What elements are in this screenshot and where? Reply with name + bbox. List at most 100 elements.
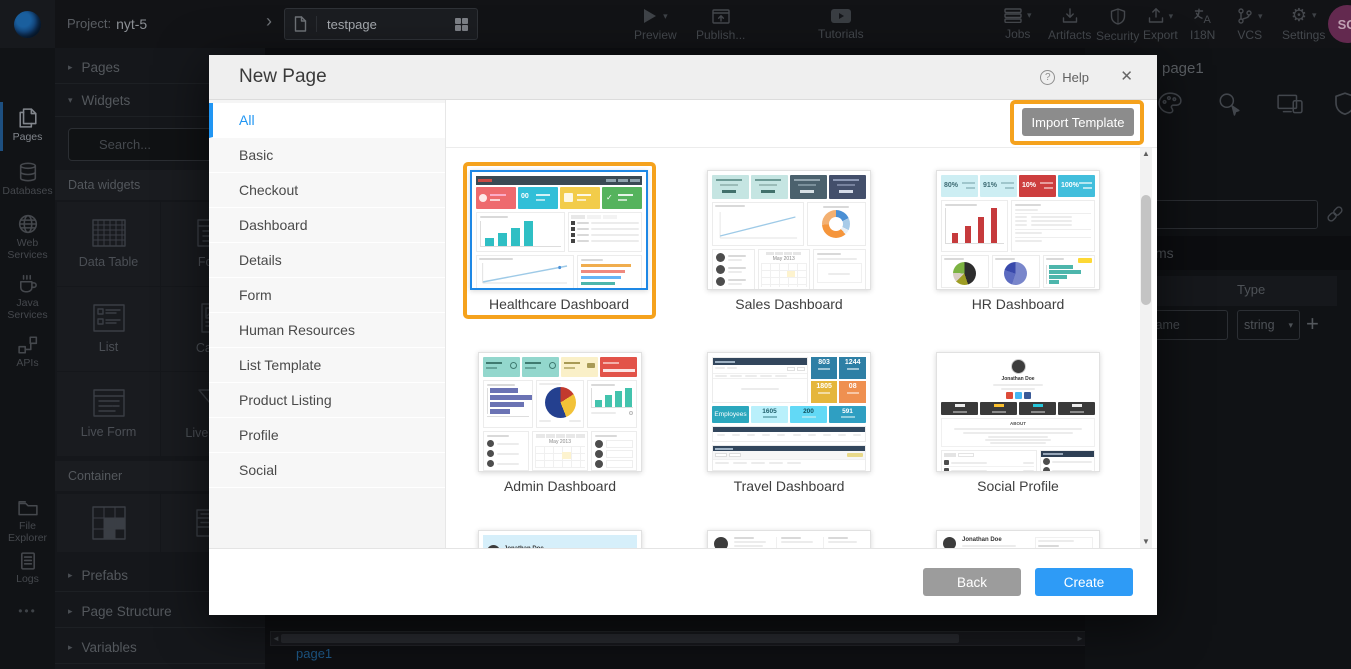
- settings-label: Settings: [1282, 28, 1326, 42]
- scroll-up-icon[interactable]: ▲: [1142, 149, 1150, 158]
- section-label: Page Structure: [81, 604, 172, 619]
- thumb-stat-bars: [941, 402, 1095, 415]
- tutorials-label: Tutorials: [818, 27, 864, 41]
- widget-tile-data-table[interactable]: Data Table: [57, 202, 160, 286]
- devices-icon[interactable]: [1277, 94, 1303, 114]
- jobs-button[interactable]: ▾ Jobs: [1004, 8, 1032, 41]
- i18n-button[interactable]: A I18N: [1190, 8, 1215, 42]
- rail-more-icon[interactable]: •••: [0, 604, 55, 618]
- category-dashboard[interactable]: Dashboard: [209, 208, 445, 243]
- collapsed-arrow-icon: ▸: [68, 606, 73, 616]
- jobs-chevron-icon: ▾: [1027, 10, 1032, 20]
- section-page-structure[interactable]: ▸ Page Structure: [55, 596, 265, 628]
- template-scroll-area: 00 ✓: [446, 148, 1157, 548]
- inspect-cursor-icon[interactable]: [1217, 92, 1241, 116]
- vcs-button[interactable]: ▾ VCS: [1237, 8, 1263, 42]
- left-icon-rail: Pages Databases Web Services Java Servic…: [0, 48, 55, 669]
- add-param-button[interactable]: +: [1306, 311, 1319, 336]
- category-all[interactable]: All: [209, 103, 445, 138]
- param-type-value: string: [1244, 318, 1275, 332]
- rail-item-web-services[interactable]: Web Services: [0, 214, 55, 261]
- category-profile[interactable]: Profile: [209, 418, 445, 453]
- thumb-stat-tiles: [712, 175, 866, 199]
- scroll-down-icon[interactable]: ▼: [1142, 537, 1150, 546]
- list-icon: [92, 304, 125, 332]
- top-bar: Project: nyt-5 › testpage ▾ Preview Publ…: [0, 0, 1351, 48]
- category-details[interactable]: Details: [209, 243, 445, 278]
- rail-item-java-services[interactable]: Java Services: [0, 274, 55, 321]
- section-pages[interactable]: ▸ Pages: [55, 52, 265, 84]
- category-checkout[interactable]: Checkout: [209, 173, 445, 208]
- category-basic[interactable]: Basic: [209, 138, 445, 173]
- close-icon[interactable]: ✕: [1120, 68, 1133, 85]
- thumb-bottom-row: May 2013: [712, 249, 866, 289]
- rail-label: Pages: [12, 131, 43, 143]
- rail-item-apis[interactable]: APIs: [0, 336, 55, 369]
- category-human-resources[interactable]: Human Resources: [209, 313, 445, 348]
- security-button[interactable]: Security: [1096, 8, 1139, 43]
- page-picker-icon[interactable]: [455, 17, 468, 31]
- template-card-social[interactable]: Jonathan Doe: [936, 352, 1100, 472]
- section-widgets[interactable]: ▾ Widgets: [55, 85, 265, 117]
- thumb-bottom-row: May 2013: [483, 431, 638, 471]
- template-card-travel[interactable]: 803 1244 1805 08 Employees 1605 200 591: [707, 352, 871, 472]
- thumb-stat-tiles: 80% 91% 10% 100%: [941, 175, 1095, 197]
- bind-link-icon[interactable]: [1325, 204, 1345, 224]
- rail-label: File Explorer: [7, 520, 48, 545]
- template-card-admin[interactable]: May 2013: [478, 352, 642, 472]
- horizontal-scrollbar-thumb[interactable]: [281, 634, 959, 643]
- tutorials-button[interactable]: Tutorials: [818, 9, 864, 41]
- template-card-partial-3[interactable]: Jonathan Doe: [936, 530, 1100, 548]
- export-button[interactable]: ▾ Export: [1143, 8, 1178, 42]
- template-scrollbar-thumb[interactable]: [1141, 195, 1151, 305]
- artifacts-button[interactable]: Artifacts: [1048, 8, 1091, 42]
- section-variables[interactable]: ▸ Variables: [55, 632, 265, 664]
- preview-button[interactable]: ▾ Preview: [634, 8, 677, 42]
- category-form[interactable]: Form: [209, 278, 445, 313]
- widget-tile-list[interactable]: List: [57, 287, 160, 371]
- template-card-hr[interactable]: 80% 91% 10% 100%: [936, 170, 1100, 290]
- section-prefabs[interactable]: ▸ Prefabs: [55, 560, 265, 592]
- template-card-partial-1[interactable]: Jonathan Doe: [478, 530, 642, 548]
- back-button[interactable]: Back: [923, 568, 1021, 596]
- widget-tile-live-form[interactable]: Live Form: [57, 372, 160, 456]
- template-card-partial-2[interactable]: [707, 530, 871, 548]
- rail-item-logs[interactable]: Logs: [0, 552, 55, 585]
- rail-item-pages[interactable]: Pages: [0, 101, 55, 152]
- page-tab-testpage[interactable]: testpage: [284, 8, 478, 40]
- thumb-profile-name: Jonathan Doe: [504, 546, 574, 548]
- scroll-left-icon[interactable]: ◄: [272, 634, 280, 643]
- avatar[interactable]: SG: [1328, 5, 1351, 43]
- pages-icon: [18, 108, 37, 128]
- category-social[interactable]: Social: [209, 453, 445, 488]
- horizontal-scrollbar[interactable]: ◄ ►: [270, 631, 1086, 646]
- publish-button[interactable]: Publish...: [696, 9, 745, 42]
- category-product-listing[interactable]: Product Listing: [209, 383, 445, 418]
- create-button[interactable]: Create: [1035, 568, 1133, 596]
- vcs-chevron-icon: ▾: [1258, 10, 1263, 21]
- param-type-select[interactable]: string ▾: [1237, 310, 1300, 340]
- thumb-mid-row: [476, 212, 642, 252]
- rail-item-databases[interactable]: Databases: [0, 162, 55, 197]
- rail-label: Web Services: [7, 237, 48, 262]
- template-card-healthcare[interactable]: 00 ✓: [470, 170, 648, 290]
- rail-item-file-explorer[interactable]: File Explorer: [0, 500, 55, 544]
- annotation-highlight-import: [1010, 100, 1144, 145]
- page-security-icon[interactable]: [1334, 92, 1351, 116]
- scroll-right-icon[interactable]: ►: [1076, 634, 1084, 643]
- template-card-sales[interactable]: May 2013: [707, 170, 871, 290]
- import-template-button[interactable]: Import Template: [1022, 108, 1134, 136]
- help-button[interactable]: ? Help: [1040, 55, 1089, 100]
- app-logo[interactable]: [0, 0, 55, 48]
- collapsed-arrow-icon: ▸: [68, 570, 73, 580]
- widget-tile-grid-layout[interactable]: [57, 494, 160, 552]
- theme-palette-icon[interactable]: [1158, 92, 1182, 114]
- new-page-modal: New Page ? Help ✕ All Basic Checkout Das…: [209, 55, 1157, 615]
- thumb-stat-tiles: 00 ✓: [476, 187, 642, 209]
- template-scrollbar[interactable]: ▲ ▼: [1140, 148, 1152, 548]
- category-list-template[interactable]: List Template: [209, 348, 445, 383]
- settings-button[interactable]: ⚙ ▾ Settings: [1282, 6, 1325, 42]
- avatar-initials: SG: [1337, 16, 1351, 32]
- import-row: Import Template: [446, 100, 1157, 148]
- canvas-page-tab[interactable]: page1: [296, 646, 333, 661]
